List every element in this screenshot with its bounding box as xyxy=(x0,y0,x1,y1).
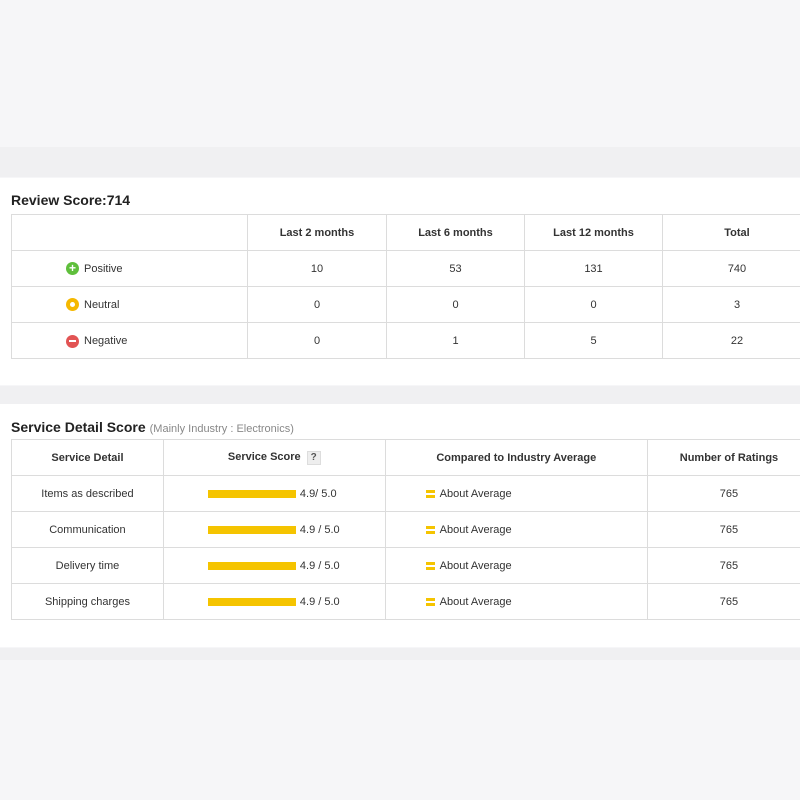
value-cell: 53 xyxy=(386,250,525,287)
value-cell: 5 xyxy=(524,322,663,359)
plus-circle-icon xyxy=(66,262,79,275)
header-cell xyxy=(11,214,248,251)
row-label-cell: Neutral xyxy=(11,286,248,323)
top-blank-area xyxy=(0,0,800,136)
header-cell: Service Score? xyxy=(162,439,386,476)
header-cell: Last 12 months xyxy=(524,214,663,251)
equal-icon xyxy=(425,597,435,606)
score-value: 4.9 / 5.0 xyxy=(299,523,340,536)
industry-subtitle: (Mainly Industry : Electronics) xyxy=(149,423,294,435)
compare-value: About Average xyxy=(439,523,512,536)
equal-icon xyxy=(425,525,435,534)
service-detail-title: Service Detail Score (Mainly Industry : E… xyxy=(11,419,294,435)
detail-cell: Items as described xyxy=(11,475,164,512)
ratings-cell: 765 xyxy=(646,547,800,584)
header-cell: Last 6 months xyxy=(386,214,525,251)
score-bar xyxy=(207,489,296,498)
compare-cell: About Average xyxy=(384,583,648,620)
score-value: 4.9 / 5.0 xyxy=(299,595,340,608)
score-bar xyxy=(207,561,296,570)
score-bar xyxy=(207,597,296,606)
header-cell: Compared to Industry Average xyxy=(384,439,648,476)
value-cell: 0 xyxy=(524,286,663,323)
value-cell: 131 xyxy=(524,250,663,287)
detail-cell: Shipping charges xyxy=(11,583,164,620)
score-cell: 4.9 / 5.0 xyxy=(162,547,386,584)
table-header-row: Last 2 months Last 6 months Last 12 mont… xyxy=(11,214,800,251)
ratings-cell: 765 xyxy=(646,583,800,620)
divider-strip xyxy=(0,147,800,177)
value-cell: 0 xyxy=(247,286,387,323)
value-cell: 0 xyxy=(247,322,387,359)
compare-cell: About Average xyxy=(384,475,648,512)
table-row: Shipping charges 4.9 / 5.0 About Average… xyxy=(11,583,800,620)
table-header-row: Service Detail Service Score? Compared t… xyxy=(11,439,800,476)
table-row: Neutral 0 0 0 3 xyxy=(11,286,800,323)
service-detail-table: Service Detail Service Score? Compared t… xyxy=(11,439,800,620)
compare-cell: About Average xyxy=(384,511,648,548)
row-label: Positive xyxy=(84,262,123,275)
value-cell: 3 xyxy=(662,286,800,323)
value-cell: 1 xyxy=(386,322,525,359)
score-bar xyxy=(207,525,296,534)
table-row: Items as described 4.9/ 5.0 About Averag… xyxy=(11,475,800,512)
value-cell: 0 xyxy=(386,286,525,323)
ratings-cell: 765 xyxy=(646,475,800,512)
divider-strip xyxy=(0,648,800,660)
review-score-panel: Review Score:714 Last 2 months Last 6 mo… xyxy=(0,178,800,385)
minus-circle-icon xyxy=(66,334,79,348)
score-value: 4.9 / 5.0 xyxy=(299,559,340,572)
detail-cell: Communication xyxy=(11,511,164,548)
header-label: Service Score xyxy=(227,450,301,463)
header-cell: Number of Ratings xyxy=(646,439,800,476)
compare-value: About Average xyxy=(439,559,512,572)
score-cell: 4.9 / 5.0 xyxy=(162,583,386,620)
row-label: Neutral xyxy=(84,298,120,311)
value-cell: 10 xyxy=(247,250,387,287)
score-value: 4.9/ 5.0 xyxy=(299,487,337,500)
equal-icon xyxy=(425,489,435,498)
value-cell: 740 xyxy=(662,250,800,287)
service-title-text: Service Detail Score xyxy=(11,419,146,435)
table-row: Positive 10 53 131 740 xyxy=(11,250,800,287)
header-cell: Last 2 months xyxy=(247,214,387,251)
review-score-title: Review Score:714 xyxy=(11,192,131,208)
help-icon[interactable]: ? xyxy=(306,450,321,465)
row-label-cell: Negative xyxy=(11,322,248,359)
score-cell: 4.9 / 5.0 xyxy=(162,511,386,548)
review-score-table: Last 2 months Last 6 months Last 12 mont… xyxy=(11,214,800,359)
compare-value: About Average xyxy=(439,487,512,500)
row-label: Negative xyxy=(84,335,128,348)
equal-icon xyxy=(425,561,435,570)
compare-value: About Average xyxy=(439,595,512,608)
table-row: Communication 4.9 / 5.0 About Average 76… xyxy=(11,511,800,548)
header-cell: Total xyxy=(662,214,800,251)
compare-cell: About Average xyxy=(384,547,648,584)
header-cell: Service Detail xyxy=(11,439,164,476)
service-detail-panel: Service Detail Score (Mainly Industry : E… xyxy=(0,404,800,647)
table-row: Delivery time 4.9 / 5.0 About Average 76… xyxy=(11,547,800,584)
table-row: Negative 0 1 5 22 xyxy=(11,322,800,359)
neutral-circle-icon xyxy=(66,298,79,311)
ratings-cell: 765 xyxy=(646,511,800,548)
detail-cell: Delivery time xyxy=(11,547,164,584)
row-label-cell: Positive xyxy=(11,250,248,287)
divider-strip xyxy=(0,386,800,404)
value-cell: 22 xyxy=(662,322,800,359)
score-cell: 4.9/ 5.0 xyxy=(162,475,386,512)
